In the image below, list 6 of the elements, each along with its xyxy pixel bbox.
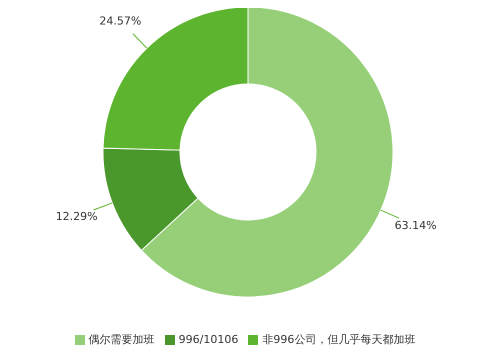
legend-label: 非996公司，但几乎每天都加班 [262, 333, 416, 346]
legend-label: 偶尔需要加班 [88, 333, 155, 346]
data-label: 63.14% [394, 218, 437, 232]
legend-label: 996/10106 [178, 333, 238, 346]
data-label: 24.57% [99, 14, 142, 28]
data-label: 12.29% [56, 210, 98, 223]
